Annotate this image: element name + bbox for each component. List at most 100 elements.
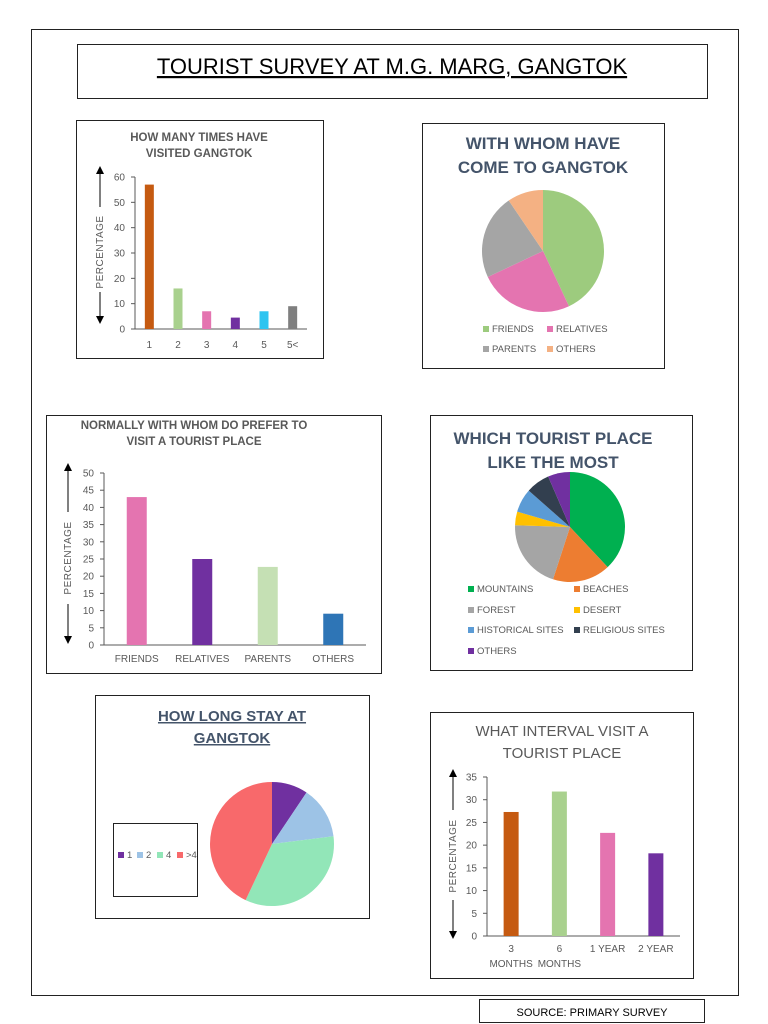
source-box	[479, 999, 705, 1023]
bar-4	[230, 317, 240, 329]
page-title: TOURIST SURVEY AT M.G. MARG, GANGTOK	[157, 54, 628, 79]
y-tick-label: 20	[466, 841, 478, 852]
chart-title: VISITED GANGTOK	[146, 148, 253, 160]
page-border	[31, 29, 739, 996]
y-tick-label: 60	[114, 173, 126, 184]
y-tick-label: 35	[466, 773, 478, 784]
pie-slice-parents	[481, 200, 543, 277]
legend-swatch	[468, 607, 474, 613]
legend-label: OTHERS	[556, 344, 596, 355]
pie-slice-religious-sites	[528, 476, 570, 527]
chart-title: HOW MANY TIMES HAVE	[130, 132, 268, 144]
y-axis-label: PERCENTAGE	[95, 215, 106, 288]
pie-slice-1	[272, 782, 307, 844]
source-note: SOURCE: PRIMARY SURVEY	[517, 1007, 669, 1019]
y-tick-label: 0	[88, 641, 94, 652]
x-tick-label: 5<	[287, 340, 299, 351]
pie-slice-friends	[543, 190, 604, 307]
x-tick-label: 6	[557, 944, 563, 955]
chart-title: WITH WHOM HAVE	[466, 134, 621, 153]
y-tick-label: 30	[83, 537, 95, 548]
bar-friends	[126, 497, 147, 645]
legend-label: PARENTS	[492, 344, 536, 355]
y-tick-label: 5	[471, 909, 477, 920]
y-tick-label: 30	[466, 795, 478, 806]
y-tick-label: 40	[83, 503, 95, 514]
y-tick-label: 15	[466, 863, 478, 874]
legend-label: FOREST	[477, 605, 516, 616]
bar-3-months	[503, 811, 519, 936]
chart-title: TOURIST PLACE	[503, 745, 622, 762]
pie-slice-mountains	[570, 472, 625, 568]
bar-1	[144, 184, 154, 329]
legend-swatch	[483, 346, 489, 352]
y-tick-label: 5	[88, 623, 94, 634]
y-tick-label: 50	[83, 469, 95, 480]
y-tick-label: 50	[114, 198, 126, 209]
x-tick-label: FRIENDS	[115, 654, 159, 665]
y-tick-label: 15	[83, 589, 95, 600]
legend-swatch	[468, 627, 474, 633]
pie-slice-others	[548, 472, 570, 527]
chart-title: WHAT INTERVAL VISIT A	[475, 723, 648, 740]
y-tick-label: 35	[83, 520, 95, 531]
y-tick-label: 25	[466, 818, 478, 829]
x-tick-label: MONTHS	[538, 959, 582, 970]
bar-relatives	[192, 559, 213, 645]
x-tick-label: 3	[204, 340, 210, 351]
x-tick-label: 5	[261, 340, 267, 351]
y-tick-label: 10	[83, 606, 95, 617]
legend-swatch	[547, 346, 553, 352]
legend-swatch	[468, 648, 474, 654]
pie-slice-4	[245, 836, 334, 906]
x-tick-label: 2	[175, 340, 181, 351]
legend-swatch	[574, 607, 580, 613]
bar-3	[202, 311, 212, 329]
legend-box	[113, 823, 198, 897]
legend-swatch	[574, 586, 580, 592]
chart-place: WHICH TOURIST PLACE LIKE THE MOST MOUNTAIN…	[430, 415, 693, 671]
chart-title: HOW LONG STAY AT	[158, 708, 306, 725]
bar-2-year	[648, 853, 664, 936]
chart-visits: HOW MANY TIMES HAVE VISITED GANGTOK 0 10 20 3…	[76, 120, 324, 359]
legend-label: DESERT	[583, 605, 622, 616]
pie-slice-desert	[515, 511, 570, 527]
x-tick-label: 1 YEAR	[590, 944, 625, 955]
y-tick-label: 0	[119, 325, 125, 336]
chart-title: VISIT A TOURIST PLACE	[126, 436, 261, 448]
y-tick-label: 0	[471, 932, 477, 943]
y-tick-label: 25	[83, 555, 95, 566]
y-tick-label: 45	[83, 486, 95, 497]
pie-slice-beaches	[553, 527, 608, 582]
chart-title: COME TO GANGTOK	[458, 158, 629, 177]
legend-label: FRIENDS	[492, 324, 534, 335]
y-tick-label: 40	[114, 223, 126, 234]
y-tick-label: 20	[114, 274, 126, 285]
chart-title: WHICH TOURIST PLACE	[454, 429, 653, 448]
x-tick-label: OTHERS	[312, 654, 354, 665]
legend-label: RELATIVES	[556, 324, 608, 335]
legend-swatch	[574, 627, 580, 633]
chart-interval: WHAT INTERVAL VISIT A TOURIST PLACE 0 5 10 15…	[430, 712, 694, 979]
legend-label: MOUNTAINS	[477, 584, 533, 595]
chart-stay: HOW LONG STAY AT GANGTOK 1 2 4 >4	[95, 695, 370, 919]
bar-parents	[257, 566, 278, 645]
legend-label: BEACHES	[583, 584, 628, 595]
x-tick-label: RELATIVES	[175, 654, 230, 665]
legend-swatch	[547, 326, 553, 332]
bar-2	[173, 288, 183, 329]
y-tick-label: 10	[114, 299, 126, 310]
legend-swatch	[177, 852, 183, 858]
page-title-box	[77, 44, 708, 99]
chart-prefer: NORMALLY WITH WHOM DO PREFER TO VISIT A T…	[46, 415, 382, 674]
x-tick-label: 1	[147, 340, 153, 351]
pie-slice-2	[272, 792, 334, 844]
legend-swatch	[468, 586, 474, 592]
y-axis-label: PERCENTAGE	[63, 521, 74, 594]
legend-label: RELIGIOUS SITES	[583, 625, 665, 636]
bar-others	[323, 613, 344, 645]
pie-slice-historical-sites	[517, 490, 570, 527]
y-tick-label: 20	[83, 572, 95, 583]
bar-5	[259, 311, 269, 329]
